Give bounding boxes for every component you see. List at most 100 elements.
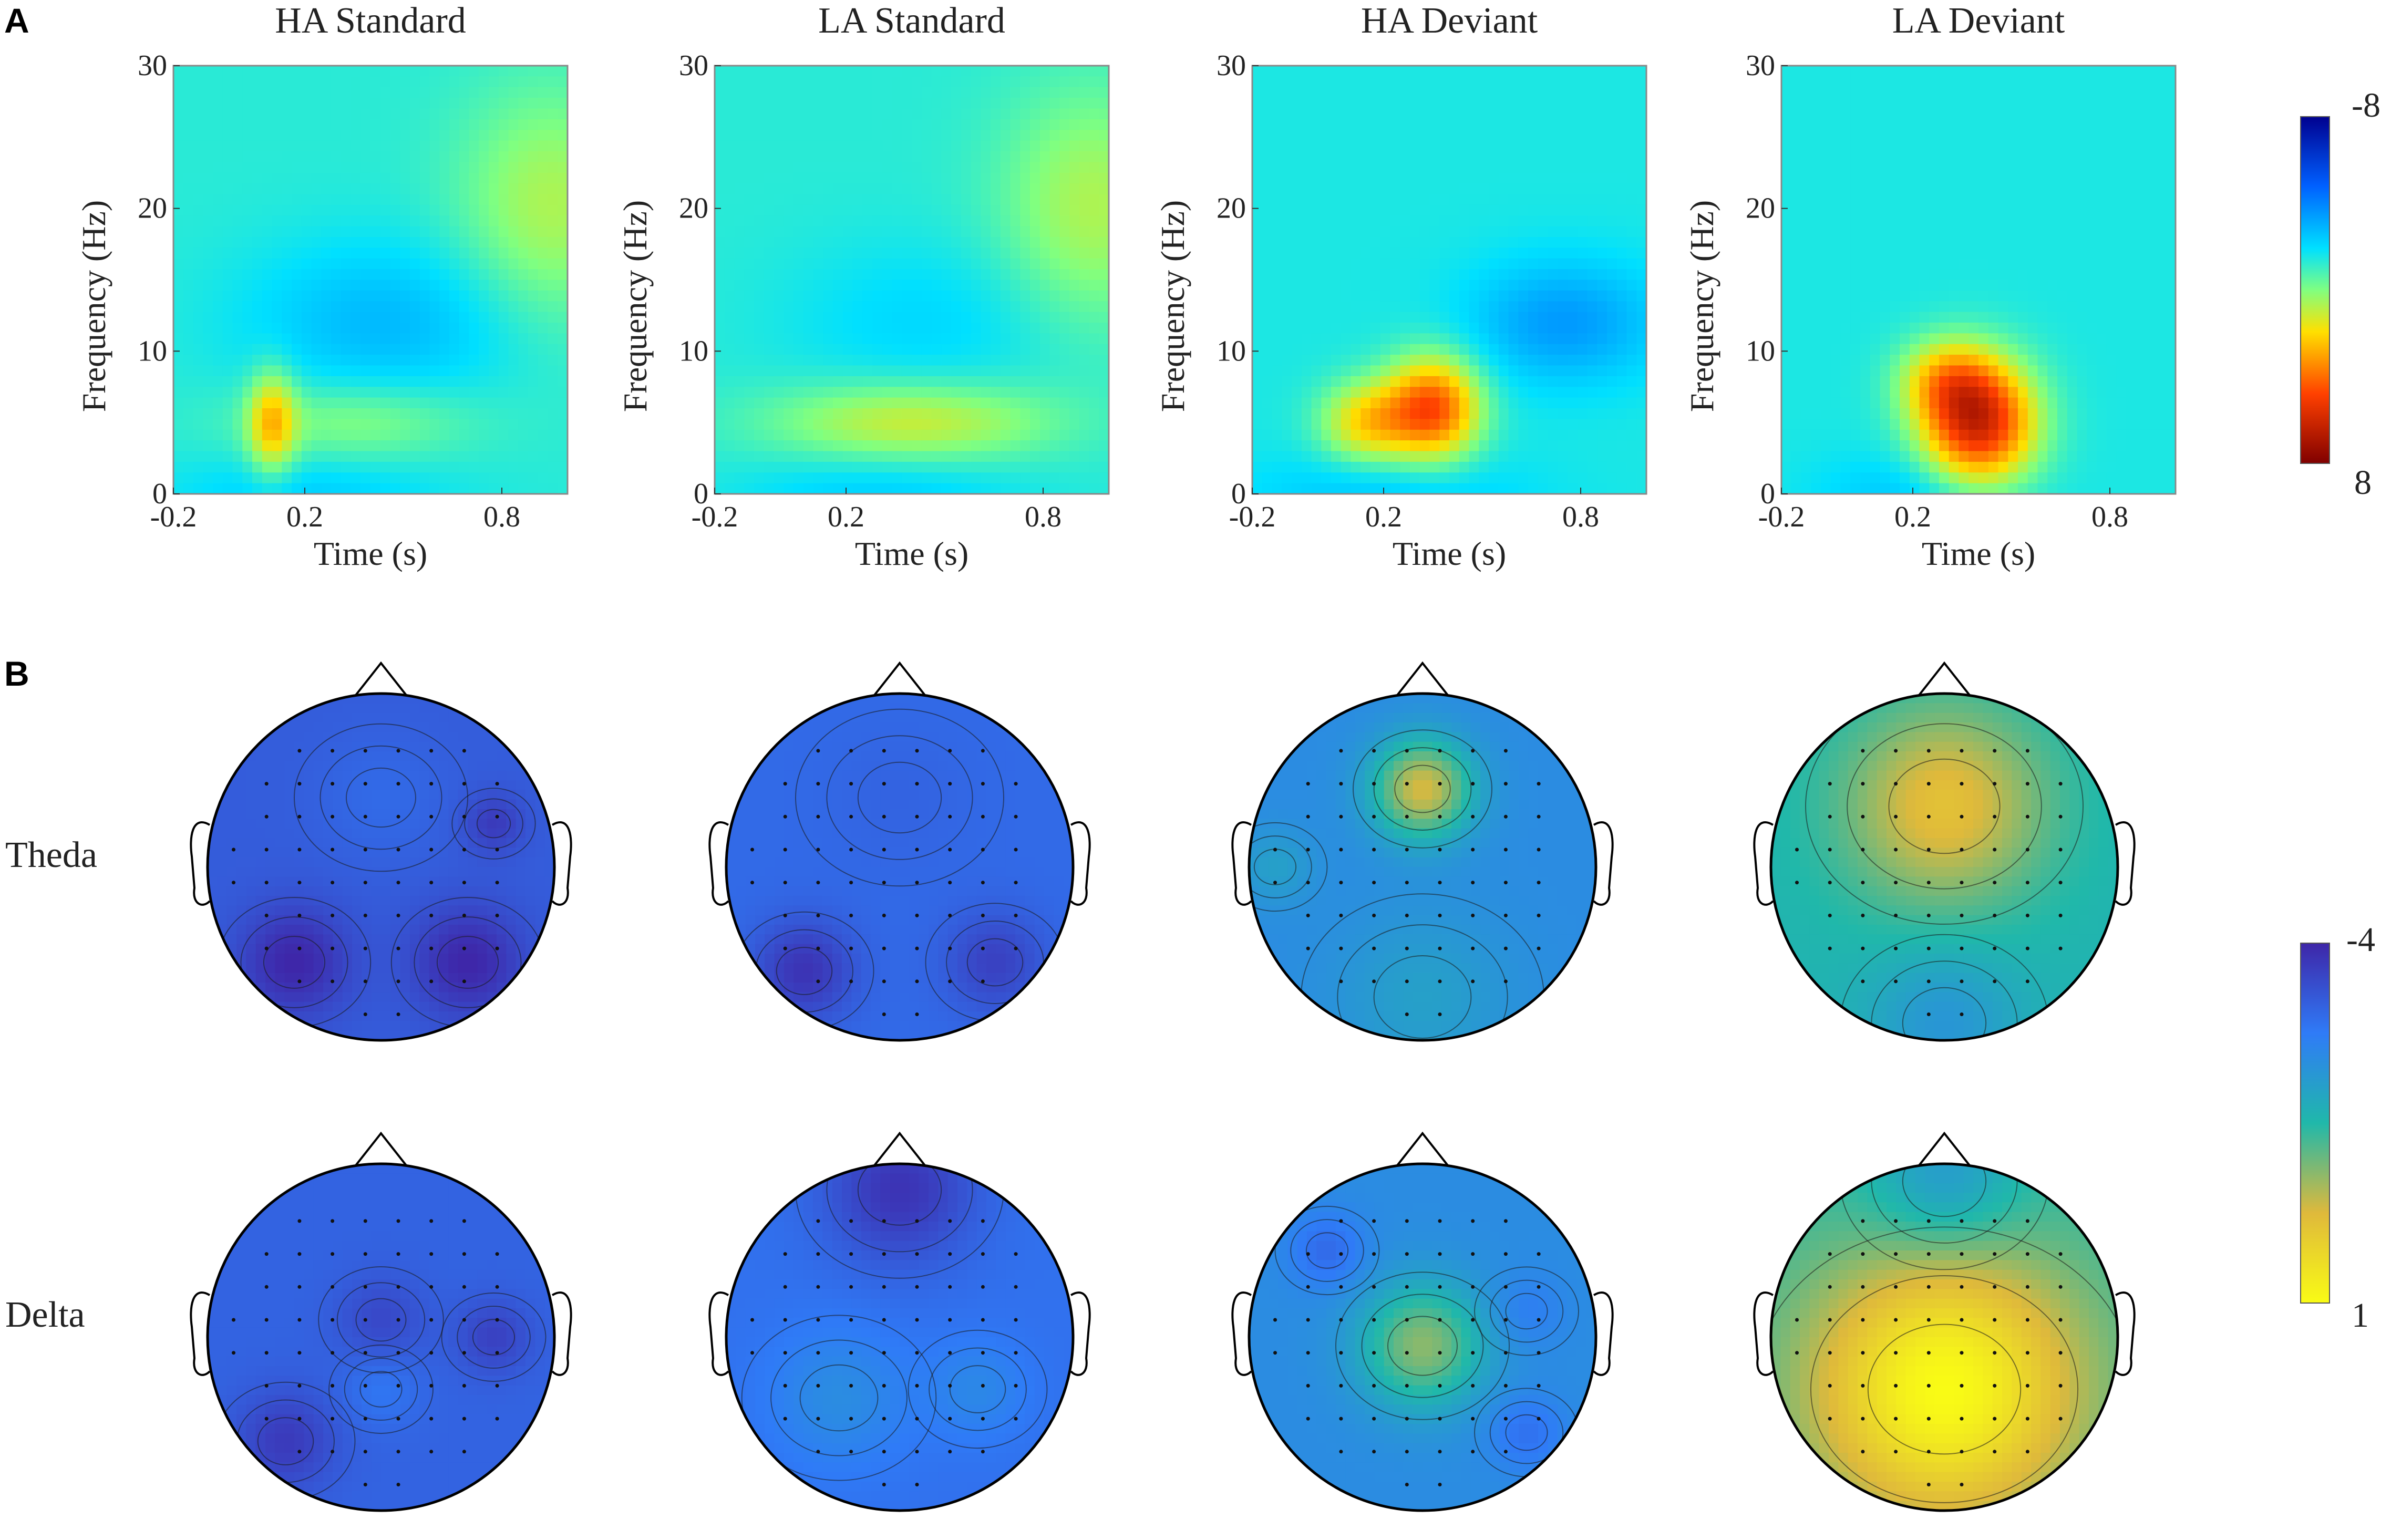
tf-cell [1518, 387, 1529, 398]
tf-cell [813, 162, 824, 173]
tf-cell [1616, 419, 1627, 430]
tf-cell [558, 66, 569, 77]
tf-cell [754, 280, 765, 291]
tf-cell [951, 162, 962, 173]
tf-cell [892, 66, 903, 77]
tf-cell [292, 397, 302, 409]
tf-cell [321, 76, 332, 88]
tf-cell [872, 269, 883, 281]
tf-cell [173, 483, 184, 494]
tf-cell [1059, 461, 1070, 473]
tf-cell [1518, 258, 1529, 270]
tf-cell [1558, 344, 1569, 356]
tf-cell [764, 204, 775, 216]
tf-cell [1479, 204, 1490, 216]
tf-cell [242, 451, 253, 462]
tf-cell [390, 483, 401, 494]
tf-cell [1341, 140, 1352, 152]
tf-cell [1039, 76, 1050, 88]
tf-cell [1419, 376, 1430, 388]
tf-cell [1049, 355, 1060, 366]
tf-cell [242, 301, 253, 313]
tf-cell [793, 140, 804, 152]
tf-cell [1459, 451, 1470, 462]
tf-cell [1400, 162, 1411, 173]
tf-cell [793, 365, 804, 377]
tf-cell [429, 451, 440, 462]
tf-cell [1636, 269, 1647, 281]
tf-cell [754, 172, 765, 184]
tf-cell [498, 365, 509, 377]
tf-cell [222, 215, 233, 227]
tf-cell [1400, 483, 1411, 494]
tf-cell [1331, 140, 1342, 152]
y-tick-label: 0 [694, 478, 708, 510]
tf-cell [744, 323, 755, 334]
tf-cell [272, 461, 283, 473]
tf-cell [1282, 269, 1293, 281]
tf-cell [1616, 429, 1627, 441]
tf-cell [1341, 483, 1352, 494]
tf-cell [961, 237, 972, 249]
tf-cell [921, 76, 932, 88]
tf-cell [1597, 429, 1608, 441]
tf-cell [1059, 333, 1070, 345]
tf-cell [1429, 87, 1440, 99]
tf-cell [1010, 215, 1021, 227]
tf-cell [823, 333, 834, 345]
tf-cell [528, 440, 539, 452]
tf-cell [351, 130, 362, 141]
tf-cell [1449, 312, 1460, 323]
tf-cell [1459, 419, 1470, 430]
tf-cell [351, 376, 362, 388]
tf-cell [400, 483, 411, 494]
tf-cell [203, 119, 214, 131]
tf-cell [301, 247, 312, 259]
tf-cell [1498, 151, 1509, 163]
tf-cell [272, 204, 283, 216]
tf-cell [1331, 247, 1342, 259]
tf-cell [754, 344, 765, 356]
tf-cell [1400, 194, 1411, 205]
tf-cell [1626, 204, 1637, 216]
tf-cell [784, 461, 795, 473]
tf-cell [1000, 66, 1011, 77]
tf-cell [774, 397, 785, 409]
tf-cell [1429, 98, 1440, 109]
tf-cell [1616, 461, 1627, 473]
tf-cell [498, 290, 509, 302]
tf-cell [321, 258, 332, 270]
tf-cell [222, 258, 233, 270]
tf-cell [360, 387, 372, 398]
tf-cell [479, 151, 490, 163]
tf-cell [479, 130, 490, 141]
tf-cell [1791, 355, 1802, 366]
tf-cell [558, 237, 569, 249]
tf-cell [784, 140, 795, 152]
tf-cell [872, 258, 883, 270]
tf-cell [301, 408, 312, 420]
tf-cell [459, 237, 470, 249]
tf-cell [882, 323, 893, 334]
tf-cell [744, 204, 755, 216]
tf-cell [1099, 376, 1110, 388]
tf-cell [1636, 408, 1647, 420]
tf-cell [1292, 290, 1302, 302]
tf-cell [1049, 183, 1060, 195]
tf-cell [213, 290, 223, 302]
tf-cell [1538, 429, 1549, 441]
tf-cell [548, 87, 559, 99]
tf-cell [724, 162, 735, 173]
tf-cell [1616, 258, 1627, 270]
tf-cell [1548, 226, 1559, 237]
tf-cell [1341, 194, 1352, 205]
tf-cell [1262, 194, 1273, 205]
tf-cell [951, 269, 962, 281]
tf-cell [479, 290, 490, 302]
tf-cell [1439, 280, 1450, 291]
tf-cell [862, 194, 873, 205]
tf-cell [282, 461, 293, 473]
tf-cell [479, 483, 490, 494]
tf-cell [1439, 419, 1450, 430]
tf-cell [1449, 172, 1460, 184]
